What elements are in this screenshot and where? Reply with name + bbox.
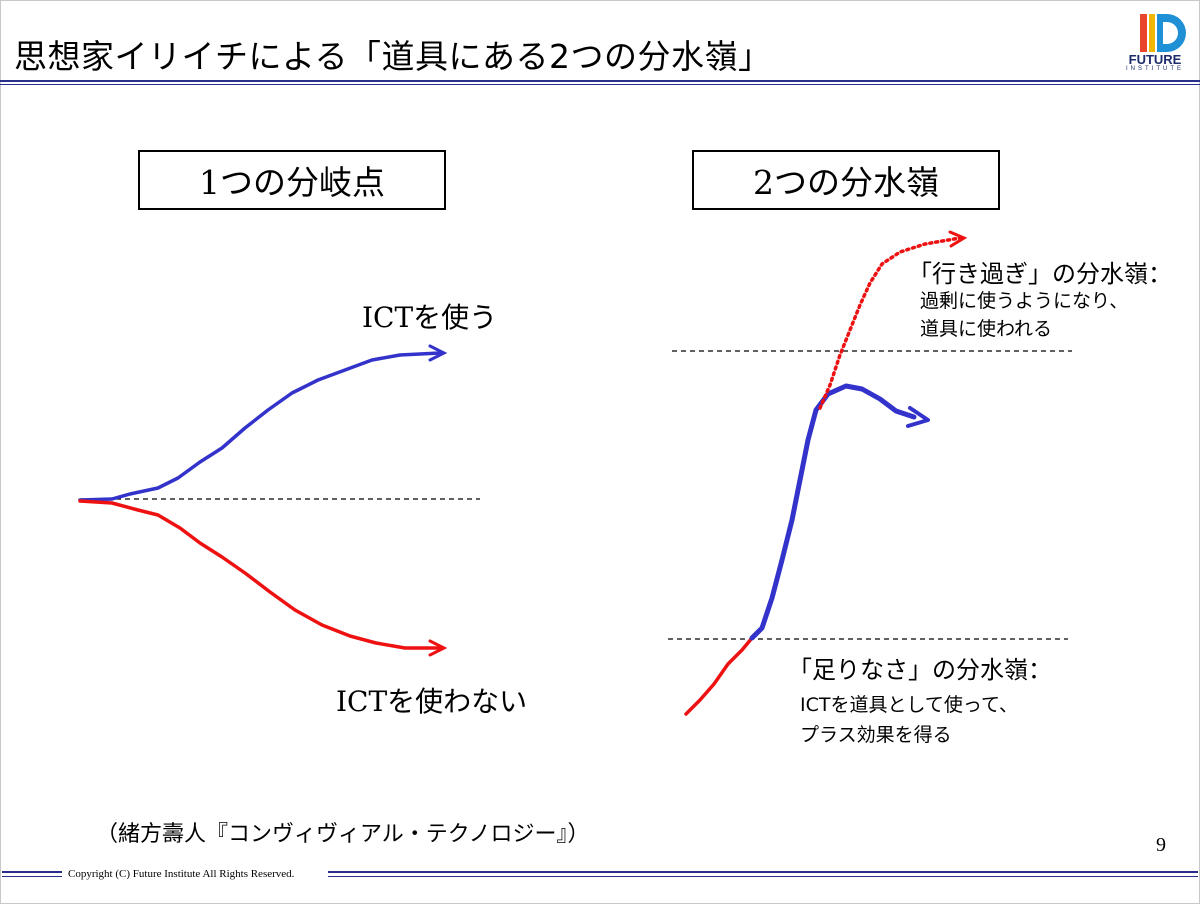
insufficient-watershed-heading: 「足りなさ」の分水嶺： <box>788 656 1052 684</box>
no-ict-arrowhead <box>428 639 448 657</box>
insufficient-watershed-line1: ICTを道具として使って、 <box>800 694 1019 716</box>
use-ict-arrowhead <box>428 344 448 362</box>
one-branch-point-label: 1つの分岐点 <box>199 163 385 202</box>
use-ict-label: ICTを使う <box>362 301 498 334</box>
insufficient-curve <box>684 636 754 716</box>
page-number: 9 <box>1156 834 1166 856</box>
footer-rule-right <box>328 871 1198 877</box>
excess-watershed-line1: 過剰に使うようになり、 <box>920 290 1129 312</box>
no-ict-curve <box>78 499 442 650</box>
logo-subtitle: INSTITUTE <box>1126 66 1184 72</box>
excess-curve <box>818 236 962 410</box>
title-rule <box>0 80 1200 85</box>
logo-wordmark: FUTURE <box>1128 52 1182 67</box>
copyright-text: Copyright (C) Future Institute All Right… <box>68 868 295 880</box>
effective-use-arrowhead <box>906 406 930 428</box>
effective-use-curve <box>749 383 917 641</box>
one-branch-point-box: 1つの分岐点 <box>138 150 446 210</box>
two-watersheds-box: 2つの分水嶺 <box>692 150 1000 210</box>
two-watersheds-label: 2つの分水嶺 <box>753 163 939 202</box>
no-ict-label: ICTを使わない <box>336 685 528 718</box>
excess-arrowhead <box>948 230 968 248</box>
source-citation: （緒方壽人『コンヴィヴィアル・テクノロジー』） <box>96 822 590 847</box>
use-ict-curve <box>78 351 442 502</box>
excess-watershed-heading: 「行き過ぎ」の分水嶺： <box>908 260 1172 288</box>
insufficient-watershed-line2: プラス効果を得る <box>800 724 952 746</box>
slide-title: 思想家イリイチによる「道具にある2つの分水嶺」 <box>14 37 772 76</box>
future-institute-logo <box>1140 14 1186 52</box>
excess-watershed-line2: 道具に使われる <box>920 318 1053 340</box>
footer-rule-left <box>2 871 62 877</box>
